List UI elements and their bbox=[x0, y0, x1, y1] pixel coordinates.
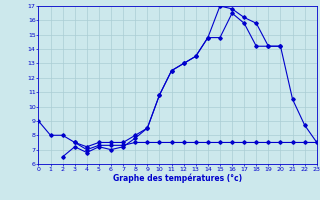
X-axis label: Graphe des températures (°c): Graphe des températures (°c) bbox=[113, 173, 242, 183]
